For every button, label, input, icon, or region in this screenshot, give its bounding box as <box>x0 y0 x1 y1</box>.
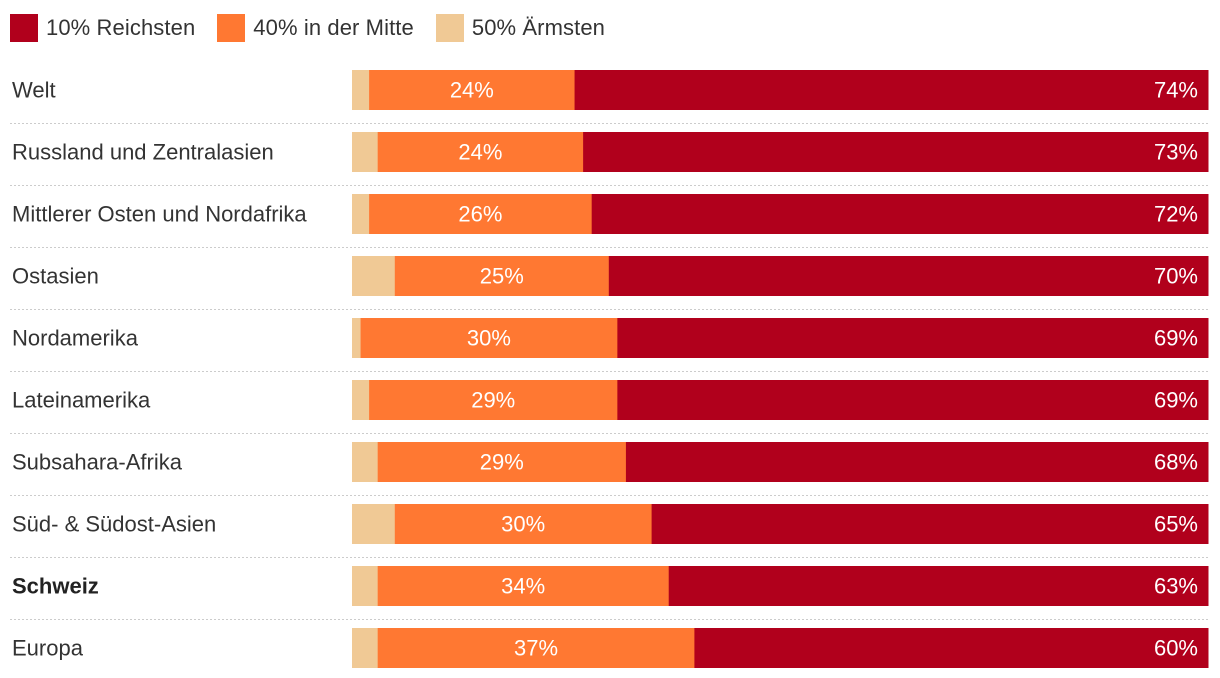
category-label-russland-und-zentralasien: Russland und Zentralasien <box>12 140 274 165</box>
bar-segment-50-aermsten-sued-suedost-asien <box>352 504 396 544</box>
category-label-ostasien: Ostasien <box>12 264 99 289</box>
bar-segment-40-in-der-mitte-russland-und-zentralasien <box>377 132 584 172</box>
bar-segment-10-reichsten-mittlerer-osten-und-nordafrika <box>591 194 1209 234</box>
bar-segment-50-aermsten-schweiz <box>352 566 379 606</box>
data-label-10-reichsten-welt: 74% <box>1154 78 1198 103</box>
data-label-10-reichsten-mittlerer-osten-und-nordafrika: 72% <box>1154 202 1198 227</box>
bar-segment-40-in-der-mitte-mittlerer-osten-und-nordafrika <box>369 194 593 234</box>
bar-segment-50-aermsten-nordamerika <box>352 318 362 358</box>
bar-segment-10-reichsten-lateinamerika <box>617 380 1209 420</box>
bar-segment-50-aermsten-mittlerer-osten-und-nordafrika <box>352 194 370 234</box>
legend-item-poorest: 50% Ärmsten <box>435 14 606 42</box>
bar-segment-40-in-der-mitte-europa <box>377 628 695 668</box>
category-label-schweiz: Schweiz <box>12 574 99 599</box>
bar-segment-40-in-der-mitte-schweiz <box>377 566 670 606</box>
legend-swatch-richest <box>10 14 38 42</box>
bar-segment-50-aermsten-lateinamerika <box>352 380 370 420</box>
bar-segment-10-reichsten-schweiz <box>668 566 1209 606</box>
data-label-10-reichsten-europa: 60% <box>1154 636 1198 661</box>
data-label-40-in-der-mitte-europa: 37% <box>514 636 558 661</box>
legend-item-richest: 10% Reichsten <box>10 14 195 42</box>
data-label-40-in-der-mitte-russland-und-zentralasien: 24% <box>458 140 502 165</box>
bar-segment-10-reichsten-ostasien <box>608 256 1209 296</box>
legend-swatch-middle <box>217 14 246 42</box>
bar-segment-10-reichsten-russland-und-zentralasien <box>583 132 1209 172</box>
data-label-10-reichsten-schweiz: 63% <box>1154 574 1198 599</box>
data-label-40-in-der-mitte-lateinamerika: 29% <box>471 388 515 413</box>
data-label-10-reichsten-subsahara-afrika: 68% <box>1154 450 1198 475</box>
bar-segment-10-reichsten-europa <box>694 628 1209 668</box>
data-label-10-reichsten-russland-und-zentralasien: 73% <box>1154 140 1198 165</box>
category-label-welt: Welt <box>12 78 56 103</box>
legend-item-middle: 40% in der Mitte <box>217 14 414 42</box>
legend-label-richest: 10% Reichsten <box>46 15 196 40</box>
bar-segment-50-aermsten-subsahara-afrika <box>352 442 379 482</box>
data-label-40-in-der-mitte-mittlerer-osten-und-nordafrika: 26% <box>458 202 502 227</box>
data-label-40-in-der-mitte-sued-suedost-asien: 30% <box>501 512 545 537</box>
bar-segment-40-in-der-mitte-subsahara-afrika <box>377 442 627 482</box>
bar-segment-50-aermsten-ostasien <box>352 256 396 296</box>
data-label-40-in-der-mitte-schweiz: 34% <box>501 574 545 599</box>
data-label-10-reichsten-sued-suedost-asien: 65% <box>1154 512 1198 537</box>
data-label-40-in-der-mitte-nordamerika: 30% <box>467 326 511 351</box>
category-label-nordamerika: Nordamerika <box>12 326 139 351</box>
bar-segment-40-in-der-mitte-welt <box>369 70 576 110</box>
category-label-europa: Europa <box>12 636 84 661</box>
category-label-lateinamerika: Lateinamerika <box>12 388 151 413</box>
legend: 10% Reichsten 40% in der Mitte 50% Ärmst… <box>10 13 627 43</box>
bar-segment-50-aermsten-europa <box>352 628 379 668</box>
bar-segment-40-in-der-mitte-sued-suedost-asien <box>394 504 653 544</box>
bar-segment-50-aermsten-welt <box>352 70 370 110</box>
legend-swatch-poorest <box>435 14 464 42</box>
data-label-40-in-der-mitte-welt: 24% <box>450 78 494 103</box>
legend-label-poorest: 50% Ärmsten <box>471 15 606 40</box>
bar-segment-40-in-der-mitte-ostasien <box>394 256 610 296</box>
bar-segment-10-reichsten-welt <box>574 70 1209 110</box>
data-label-10-reichsten-lateinamerika: 69% <box>1154 388 1198 413</box>
bar-segment-40-in-der-mitte-nordamerika <box>360 318 618 358</box>
legend-label-middle: 40% in der Mitte <box>253 15 414 40</box>
data-label-40-in-der-mitte-subsahara-afrika: 29% <box>480 450 524 475</box>
data-label-10-reichsten-ostasien: 70% <box>1154 264 1198 289</box>
bar-segment-10-reichsten-nordamerika <box>617 318 1209 358</box>
category-label-subsahara-afrika: Subsahara-Afrika <box>12 450 183 475</box>
category-label-mittlerer-osten-und-nordafrika: Mittlerer Osten und Nordafrika <box>12 202 307 227</box>
bar-segment-10-reichsten-subsahara-afrika <box>625 442 1209 482</box>
category-label-sued-suedost-asien: Süd- & Südost-Asien <box>12 512 216 537</box>
bar-segment-10-reichsten-sued-suedost-asien <box>651 504 1209 544</box>
data-label-10-reichsten-nordamerika: 69% <box>1154 326 1198 351</box>
data-label-40-in-der-mitte-ostasien: 25% <box>480 264 524 289</box>
bar-segment-50-aermsten-russland-und-zentralasien <box>352 132 379 172</box>
bar-segment-40-in-der-mitte-lateinamerika <box>369 380 618 420</box>
